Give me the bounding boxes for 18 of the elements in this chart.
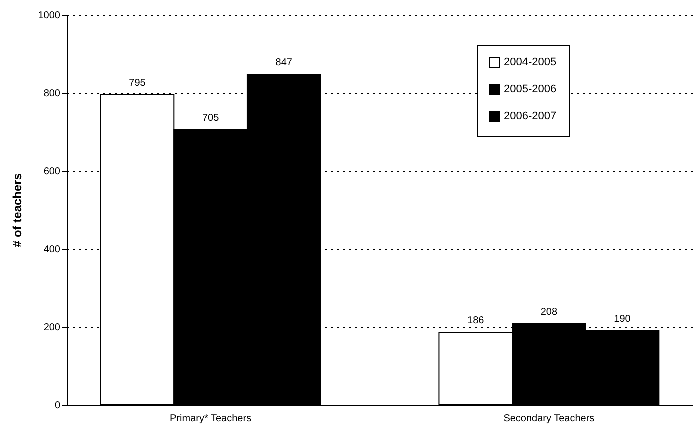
legend-label: 2004-2005 [504,56,557,68]
data-label: 186 [468,315,485,326]
data-label: 795 [129,78,146,89]
data-label: 208 [540,306,558,318]
y-tick-label: 1000 [38,10,61,22]
y-axis-title: # of teachers [10,173,24,248]
x-tick-label: Primary* Teachers [170,414,252,424]
y-tick-label: 0 [54,400,61,412]
x-tick-label: Secondary Teachers [504,414,595,424]
legend-label: 2005-2006 [504,84,557,96]
legend-label: 2006-2007 [504,110,557,122]
data-label: 705 [202,113,220,124]
y-tick-label: 400 [44,244,61,256]
y-tick-label: 800 [44,88,61,100]
data-label: 190 [614,314,632,325]
data-label: 847 [276,58,293,69]
y-tick-label: 600 [44,166,61,178]
y-tick-label: 200 [44,322,61,334]
